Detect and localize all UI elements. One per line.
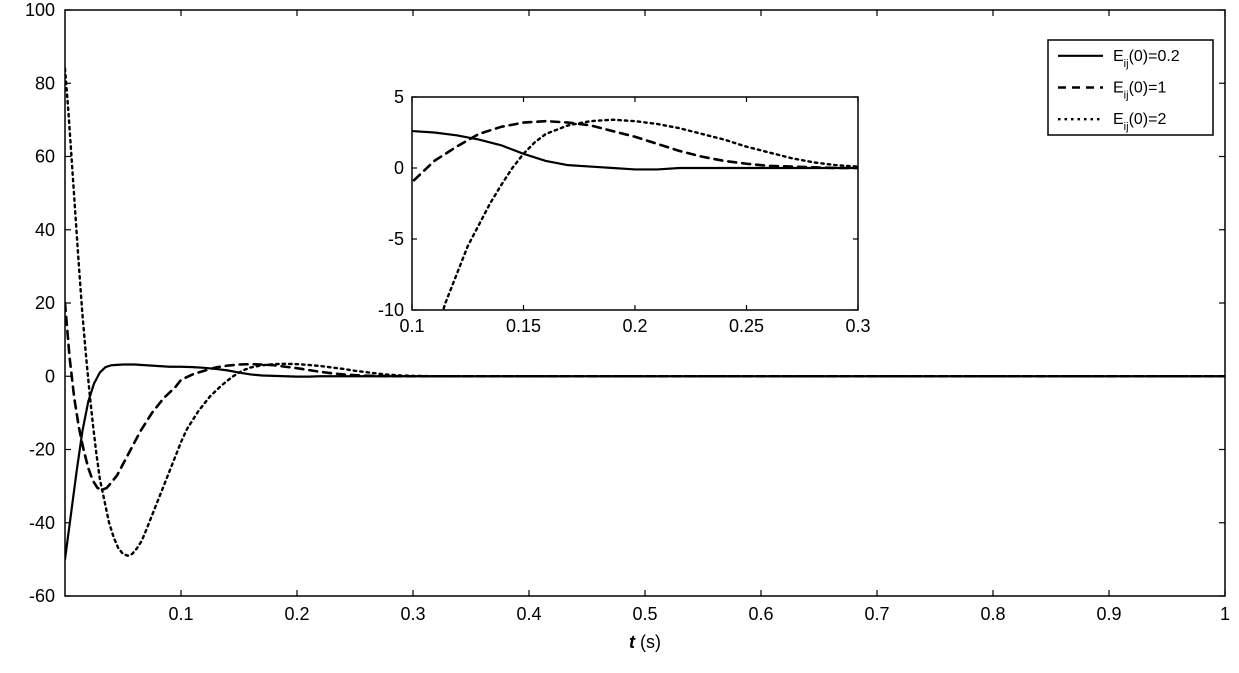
x-tick-label: 0.2 [284,604,309,624]
series-E_ij(0)=0.2 [65,365,1225,560]
y-tick-label: -60 [29,586,55,606]
y-tick-label: 20 [35,293,55,313]
inset-x-tick-label: 0.2 [622,316,647,336]
x-tick-label: 0.3 [400,604,425,624]
inset-y-tick-label: 5 [394,87,404,107]
y-tick-label: -40 [29,513,55,533]
x-tick-label: 0.6 [748,604,773,624]
inset-x-tick-label: 0.15 [506,316,541,336]
y-tick-label: 40 [35,220,55,240]
x-tick-label: 0.5 [632,604,657,624]
x-tick-label: 1 [1220,604,1230,624]
x-tick-label: 0.9 [1096,604,1121,624]
x-tick-label: 0.7 [864,604,889,624]
y-tick-label: 100 [25,0,55,20]
inset-x-tick-label: 0.3 [845,316,870,336]
y-tick-label: 60 [35,147,55,167]
y-tick-label: -20 [29,440,55,460]
y-tick-label: 80 [35,73,55,93]
inset-x-tick-label: 0.25 [729,316,764,336]
inset-y-tick-label: 0 [394,158,404,178]
y-tick-label: 0 [45,366,55,386]
chart-svg: 0.1 0.2 0.3 0.4 0.5 0.6 0.7 0.8 0.9 1 -60 -40 -20 0 20… [0,0,1239,673]
x-tick-label: 0.8 [980,604,1005,624]
inset-y-tick-label: -5 [388,229,404,249]
x-tick-label: 0.4 [516,604,541,624]
figure-root: 0.1 0.2 0.3 0.4 0.5 0.6 0.7 0.8 0.9 1 -60 -40 -20 0 20… [0,0,1239,673]
x-axis-label: t (s) [629,632,661,652]
legend: Eij(0)=0.2Eij(0)=1Eij(0)=2 [1048,40,1213,135]
inset-y-tick-label: -10 [378,300,404,320]
x-tick-label: 0.1 [168,604,193,624]
inset-chart: 0.10.150.20.250.3-10-505 [367,87,902,651]
